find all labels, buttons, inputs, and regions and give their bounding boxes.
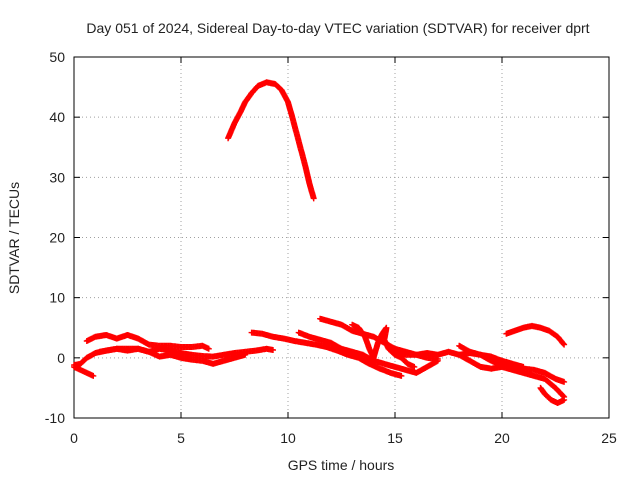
x-tick-label: 10 (280, 430, 296, 446)
data-point-marker (561, 396, 568, 403)
y-tick-label: 40 (49, 109, 65, 125)
x-tick-label: 20 (494, 430, 510, 446)
data-series (71, 79, 568, 406)
y-tick-label: -10 (45, 410, 65, 426)
y-tick-label: 10 (49, 290, 65, 306)
series-arc-mid (96, 345, 249, 367)
data-point-marker (90, 372, 97, 379)
data-point-marker (242, 351, 249, 358)
series-arc-20h (503, 322, 568, 348)
data-point-marker (270, 347, 276, 353)
data-point-marker (398, 372, 405, 379)
series-arc-22h (537, 384, 568, 406)
chart-title: Day 051 of 2024, Sidereal Day-to-day VTE… (86, 20, 589, 36)
series-arc-start-low (71, 363, 97, 379)
series-arc-upper-early (83, 332, 212, 352)
x-axis-label: GPS time / hours (288, 457, 395, 473)
x-tick-label: 25 (601, 430, 617, 446)
data-point-marker (560, 340, 567, 347)
data-point-marker (205, 345, 212, 352)
y-tick-label: 50 (49, 49, 65, 65)
data-point-marker (561, 378, 568, 385)
y-tick-label: 30 (49, 169, 65, 185)
y-tick-label: 0 (57, 350, 65, 366)
y-tick-labels: -10 0 10 20 30 40 50 (45, 49, 65, 426)
y-tick-label: 20 (49, 230, 65, 246)
series-arc-18h-b (456, 351, 568, 400)
series-arc-peak (225, 79, 317, 202)
series-arc-11h (295, 329, 441, 376)
x-tick-labels: 0 5 10 15 20 25 (70, 430, 617, 446)
axis-ticks (73, 56, 610, 419)
x-tick-label: 0 (70, 430, 78, 446)
data-point-marker (310, 195, 317, 202)
x-tick-label: 15 (387, 430, 403, 446)
data-point-marker (561, 341, 568, 348)
x-tick-label: 5 (177, 430, 185, 446)
data-point-marker (411, 363, 418, 370)
y-axis-label: SDTVAR / TECUs (6, 182, 22, 294)
